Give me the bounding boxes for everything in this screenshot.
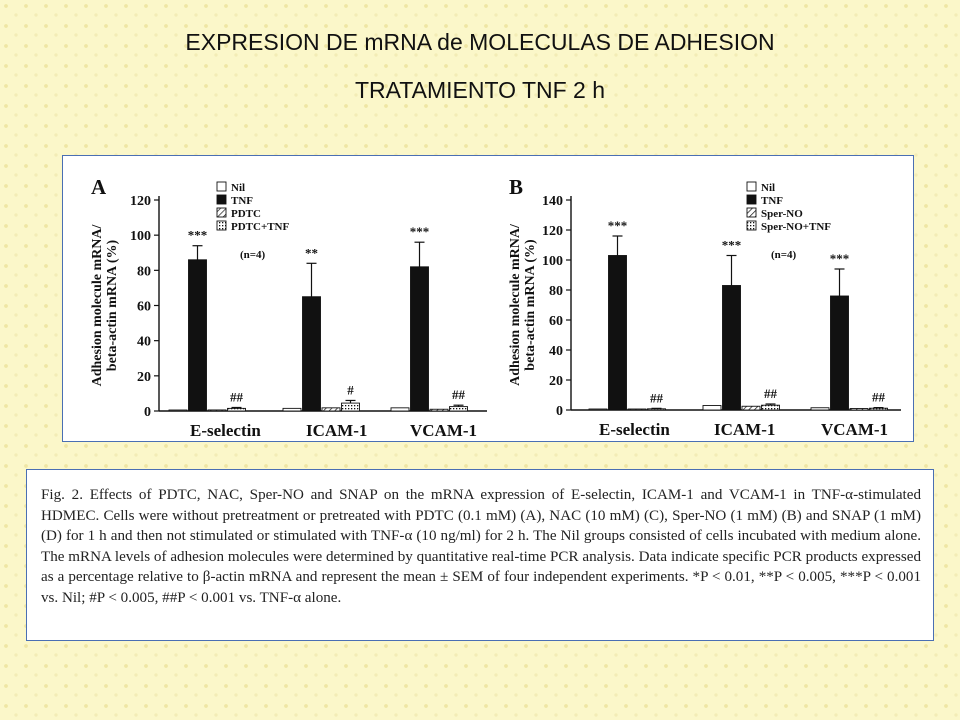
y-tick-label: 120 <box>542 224 563 239</box>
bar-tnf <box>608 255 627 411</box>
bar-nil <box>282 407 302 412</box>
bar-nil <box>810 407 830 411</box>
legend-label: Sper-NO+TNF <box>761 221 831 233</box>
panel-label: A <box>91 175 107 199</box>
category-label: ICAM-1 <box>714 420 775 439</box>
bar-nil <box>702 405 722 411</box>
y-axis-label: Adhesion molecule mRNA/beta-actin mRNA (… <box>90 224 120 387</box>
legend-label: Nil <box>761 182 775 194</box>
figure-caption: Fig. 2. Effects of PDTC, NAC, Sper-NO an… <box>41 487 921 606</box>
bar-nil <box>588 408 608 411</box>
y-tick-label: 0 <box>144 405 151 420</box>
y-tick-label: 140 <box>542 194 563 209</box>
significance-label: ## <box>650 390 664 405</box>
significance-label: *** <box>410 224 430 239</box>
significance-label: *** <box>830 251 850 266</box>
legend-label: TNF <box>761 195 783 207</box>
legend-label: Nil <box>231 182 245 194</box>
bar-sper-no <box>849 408 869 411</box>
bar-pdtc-tnf <box>341 402 360 412</box>
bar-pdtc-tnf <box>227 407 246 412</box>
y-tick-label: 100 <box>130 229 151 244</box>
legend-swatch <box>746 220 757 231</box>
bar-sper-no-tnf <box>647 408 666 411</box>
chart-panel-b: B Adhesion molecule mRNA/beta-actin mRNA … <box>508 175 901 439</box>
bar-nil <box>168 409 188 412</box>
bar-sper-no-tnf <box>761 404 780 411</box>
y-axis-label-line1: Adhesion molecule mRNA/ <box>90 224 105 387</box>
y-tick-label: 40 <box>137 335 151 350</box>
y-tick-label: 60 <box>549 314 563 329</box>
y-tick-label: 20 <box>137 370 151 385</box>
bar-pdtc <box>321 407 341 412</box>
y-axis-label: Adhesion molecule mRNA/beta-actin mRNA (… <box>508 223 538 386</box>
panel-label: B <box>509 175 523 199</box>
significance-label: ## <box>764 386 778 401</box>
chart-panel-a: A Adhesion molecule mRNA/beta-actin mRNA … <box>90 175 487 440</box>
category-label: VCAM-1 <box>410 421 477 440</box>
legend-swatch <box>216 220 227 231</box>
legend-label: Sper-NO <box>761 208 803 220</box>
legend-label: PDTC+TNF <box>231 221 289 233</box>
bar-nil <box>390 407 410 412</box>
bar-pdtc-tnf <box>449 406 468 412</box>
bar-pdtc <box>429 408 449 412</box>
bar-tnf <box>188 259 207 412</box>
y-tick-label: 40 <box>549 344 563 359</box>
bar-sper-no <box>627 408 647 411</box>
bar-tnf <box>722 285 741 411</box>
category-label: E-selectin <box>190 421 261 440</box>
legend-swatch <box>746 194 757 205</box>
sample-size-note: (n=4) <box>240 249 266 261</box>
y-tick-label: 0 <box>556 404 563 419</box>
legend-swatch <box>216 194 227 205</box>
significance-label: ** <box>305 245 318 260</box>
significance-label: ## <box>230 389 244 404</box>
bar-sper-no-tnf <box>869 407 888 411</box>
y-tick-label: 80 <box>549 284 563 299</box>
legend-swatch <box>216 207 227 218</box>
caption-box: Fig. 2. Effects of PDTC, NAC, Sper-NO an… <box>26 469 934 641</box>
y-tick-label: 100 <box>542 254 563 269</box>
figure-panel: A Adhesion molecule mRNA/beta-actin mRNA … <box>62 155 914 442</box>
legend-swatch <box>216 181 227 192</box>
significance-label: *** <box>722 238 742 253</box>
figure-svg: A Adhesion molecule mRNA/beta-actin mRNA … <box>90 175 901 440</box>
sample-size-note: (n=4) <box>771 249 797 261</box>
y-axis-label-line2: beta-actin mRNA (%) <box>523 239 538 371</box>
legend-swatch <box>746 207 757 218</box>
legend-label: PDTC <box>231 208 261 220</box>
slide-title: EXPRESION DE mRNA de MOLECULAS DE ADHESI… <box>185 29 775 55</box>
y-tick-label: 20 <box>549 374 563 389</box>
legend-swatch <box>746 181 757 192</box>
bar-tnf <box>410 266 429 412</box>
y-tick-label: 60 <box>137 300 151 315</box>
y-tick-label: 80 <box>137 264 151 279</box>
bar-sper-no <box>741 405 761 411</box>
y-axis-label-line1: Adhesion molecule mRNA/ <box>508 223 523 386</box>
slide-subtitle: TRATAMIENTO TNF 2 h <box>354 77 606 103</box>
legend-label: TNF <box>231 195 253 207</box>
category-label: E-selectin <box>599 420 670 439</box>
significance-label: *** <box>608 218 628 233</box>
category-label: VCAM-1 <box>821 420 888 439</box>
bar-tnf <box>302 296 321 412</box>
significance-label: ## <box>872 390 886 405</box>
significance-label: ## <box>452 387 466 402</box>
category-label: ICAM-1 <box>306 421 367 440</box>
bar-tnf <box>830 295 849 411</box>
significance-label: # <box>347 382 354 397</box>
significance-label: *** <box>188 228 208 243</box>
bar-pdtc <box>207 409 227 412</box>
y-tick-label: 120 <box>130 194 151 209</box>
y-axis-label-line2: beta-actin mRNA (%) <box>105 239 120 371</box>
